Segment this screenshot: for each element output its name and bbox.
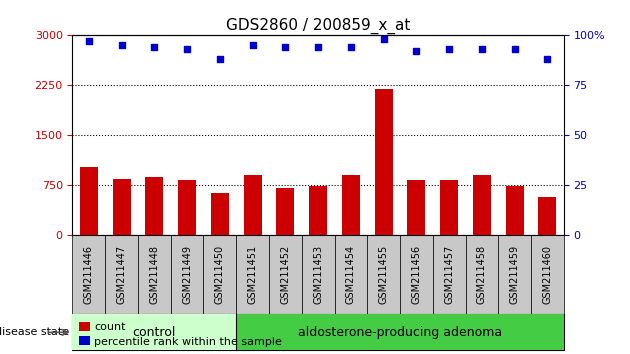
Bar xyxy=(244,175,261,235)
Bar xyxy=(302,235,335,314)
Text: GSM211449: GSM211449 xyxy=(182,245,192,304)
Point xyxy=(149,45,159,50)
Point xyxy=(346,45,356,50)
Text: aldosterone-producing adenoma: aldosterone-producing adenoma xyxy=(298,326,502,339)
Point xyxy=(248,42,258,48)
Text: percentile rank within the sample: percentile rank within the sample xyxy=(94,337,282,347)
Text: GSM211459: GSM211459 xyxy=(510,245,520,304)
Text: GSM211448: GSM211448 xyxy=(149,245,159,304)
Bar xyxy=(236,314,564,350)
Bar xyxy=(113,179,130,235)
Bar xyxy=(178,180,196,235)
Text: GSM211456: GSM211456 xyxy=(411,245,421,304)
Point xyxy=(510,46,520,52)
Text: GSM211446: GSM211446 xyxy=(84,245,94,304)
Bar xyxy=(375,88,392,235)
Point xyxy=(444,46,454,52)
Text: GSM211457: GSM211457 xyxy=(444,245,454,304)
Bar xyxy=(269,235,302,314)
Bar xyxy=(440,180,458,235)
Bar xyxy=(342,175,360,235)
Point xyxy=(542,57,553,62)
Bar xyxy=(408,180,425,235)
Text: GSM211452: GSM211452 xyxy=(280,245,290,304)
Bar xyxy=(72,235,105,314)
Bar xyxy=(498,235,531,314)
Point xyxy=(313,45,323,50)
Bar xyxy=(400,235,433,314)
Bar xyxy=(72,314,236,350)
Bar xyxy=(433,235,466,314)
Point xyxy=(411,48,421,54)
Point xyxy=(379,36,389,42)
Text: GSM211454: GSM211454 xyxy=(346,245,356,304)
Point xyxy=(280,45,290,50)
Bar xyxy=(335,235,367,314)
Point xyxy=(477,46,487,52)
Bar xyxy=(277,188,294,235)
Bar xyxy=(80,167,98,235)
Bar xyxy=(473,176,491,235)
Bar xyxy=(138,235,171,314)
Bar xyxy=(539,197,556,235)
Bar xyxy=(146,177,163,235)
Text: GSM211447: GSM211447 xyxy=(117,245,127,304)
Text: count: count xyxy=(94,322,126,332)
Bar xyxy=(309,186,327,235)
Text: control: control xyxy=(133,326,176,339)
Text: GSM211460: GSM211460 xyxy=(542,245,553,304)
Bar xyxy=(211,193,229,235)
Bar xyxy=(466,235,498,314)
Point xyxy=(182,46,192,52)
Point xyxy=(84,39,94,44)
Bar xyxy=(171,235,203,314)
Text: disease state: disease state xyxy=(0,327,72,337)
Text: GSM211451: GSM211451 xyxy=(248,245,258,304)
Bar xyxy=(506,186,524,235)
Title: GDS2860 / 200859_x_at: GDS2860 / 200859_x_at xyxy=(226,18,410,34)
Point xyxy=(117,42,127,48)
Bar xyxy=(367,235,400,314)
Point xyxy=(215,57,225,62)
Bar xyxy=(105,235,138,314)
Text: GSM211453: GSM211453 xyxy=(313,245,323,304)
Bar xyxy=(531,235,564,314)
Text: GSM211455: GSM211455 xyxy=(379,245,389,304)
Bar xyxy=(236,235,269,314)
Text: GSM211450: GSM211450 xyxy=(215,245,225,304)
Bar xyxy=(203,235,236,314)
Text: GSM211458: GSM211458 xyxy=(477,245,487,304)
